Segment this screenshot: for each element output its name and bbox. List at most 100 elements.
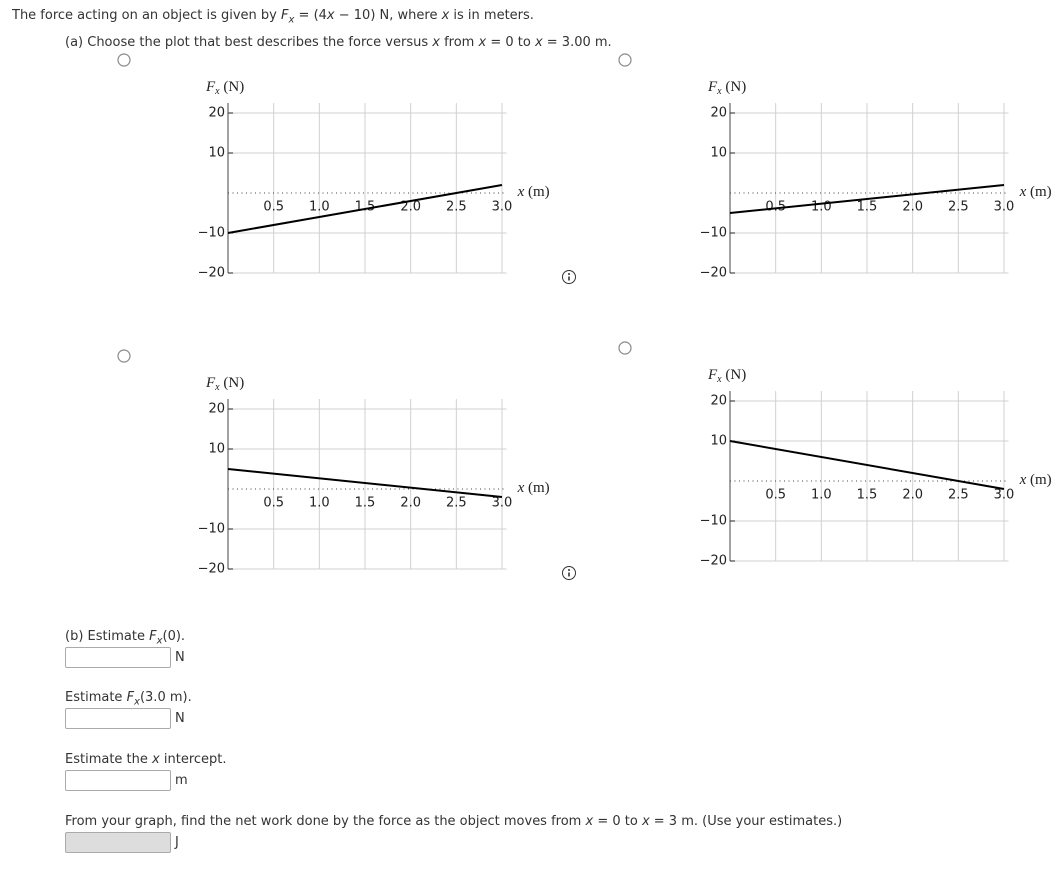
text: x — [641, 814, 650, 829]
text: (0). — [162, 629, 186, 644]
y-tick-label: 20 — [710, 394, 727, 409]
force-line — [729, 440, 1005, 490]
text: intercept. — [159, 752, 227, 767]
text: = 3 m. (Use your estimates.) — [649, 814, 843, 829]
x-tick-label: 1.0 — [811, 488, 832, 503]
label-part: F — [707, 367, 718, 383]
text: x — [156, 635, 163, 647]
info-icon[interactable] — [562, 566, 576, 580]
text: is in meters. — [449, 8, 534, 23]
x-axis-label: x (m) — [1019, 472, 1052, 488]
x-tick-label: 1.0 — [309, 496, 330, 511]
text: x — [478, 35, 487, 50]
force-line — [729, 184, 1005, 214]
text: = 3.00 m. — [542, 35, 612, 50]
label-part: x — [517, 480, 525, 496]
text: x — [432, 35, 440, 50]
answer-input[interactable] — [65, 770, 171, 791]
label-part: F — [205, 375, 216, 391]
x-tick-label: 2.5 — [446, 496, 467, 511]
text: x — [326, 8, 335, 23]
answer-input[interactable] — [65, 832, 171, 853]
prompt: From your graph, find the net work done … — [65, 814, 842, 829]
x-tick-label: 1.5 — [355, 496, 376, 511]
text: (a) Choose the plot that best describes … — [65, 35, 433, 50]
x-tick-label: 2.5 — [948, 488, 969, 503]
text: x — [152, 752, 160, 767]
label-part: (m) — [1026, 184, 1051, 200]
text: = (4 — [294, 8, 327, 23]
y-tick-label: 20 — [208, 106, 225, 121]
x-tick-label: 1.0 — [811, 200, 832, 215]
text: x — [585, 814, 594, 829]
x-tick-label: 0.5 — [263, 200, 284, 215]
text: x — [534, 35, 543, 50]
label-part: (N) — [220, 79, 245, 95]
y-tick-label: −10 — [198, 226, 225, 241]
x-tick-label: 2.0 — [902, 488, 923, 503]
answer-input[interactable] — [65, 647, 171, 668]
y-tick-label: 10 — [710, 434, 727, 449]
label-part: x — [716, 86, 722, 97]
info-icon[interactable] — [562, 270, 576, 284]
radio-button[interactable] — [117, 349, 131, 363]
x-tick-label: 1.0 — [309, 200, 330, 215]
label-part: (m) — [524, 480, 549, 496]
y-tick-label: −20 — [700, 266, 727, 281]
unit: m — [175, 773, 188, 788]
x-tick-label: 2.5 — [446, 200, 467, 215]
x-tick-label: 0.5 — [765, 488, 786, 503]
text: (b) Estimate — [65, 629, 150, 644]
text: x — [288, 14, 295, 26]
radio-button[interactable] — [117, 53, 131, 67]
unit: N — [175, 650, 185, 665]
radio-button[interactable] — [618, 341, 632, 355]
label-part: (N) — [722, 79, 747, 95]
x-axis-label: x (m) — [517, 480, 550, 496]
x-axis-label: x (m) — [1019, 184, 1052, 200]
x-tick-label: 1.5 — [857, 488, 878, 503]
x-tick-label: 0.5 — [765, 200, 786, 215]
prompt: Estimate the x intercept. — [65, 752, 227, 767]
y-tick-label: 10 — [710, 146, 727, 161]
force-line — [227, 184, 503, 234]
text: F — [126, 690, 135, 705]
text: x — [441, 8, 450, 23]
text: The force acting on an object is given b… — [12, 8, 282, 23]
x-tick-label: 2.0 — [902, 200, 923, 215]
y-tick-label: 20 — [710, 106, 727, 121]
x-tick-label: 1.5 — [857, 200, 878, 215]
x-tick-label: 3.0 — [492, 200, 513, 215]
text: Estimate the — [65, 752, 153, 767]
x-axis-label: x (m) — [517, 184, 550, 200]
y-tick-label: 10 — [208, 442, 225, 457]
y-axis-label: Fx (N) — [205, 79, 244, 97]
y-tick-label: 20 — [208, 402, 225, 417]
x-tick-label: 0.5 — [263, 496, 284, 511]
label-part: (N) — [722, 367, 747, 383]
y-tick-label: −10 — [700, 514, 727, 529]
x-tick-label: 3.0 — [994, 488, 1015, 503]
text: (3.0 m). — [139, 690, 192, 705]
y-axis-label: Fx (N) — [205, 375, 244, 393]
label-part: x — [1019, 472, 1027, 488]
y-axis-label: Fx (N) — [707, 367, 746, 385]
text: = 0 to — [593, 814, 642, 829]
label-part: x — [214, 86, 220, 97]
label-part: x — [214, 382, 220, 393]
y-tick-label: −20 — [198, 562, 225, 577]
x-tick-label: 2.5 — [948, 200, 969, 215]
y-tick-label: −10 — [198, 522, 225, 537]
force-line — [227, 468, 503, 498]
label-part: F — [205, 79, 216, 95]
prompt: (b) Estimate Fx(0). — [65, 629, 185, 647]
radio-button[interactable] — [618, 53, 632, 67]
icon-dot — [568, 569, 570, 571]
answer-input[interactable] — [65, 708, 171, 729]
x-tick-label: 3.0 — [994, 200, 1015, 215]
